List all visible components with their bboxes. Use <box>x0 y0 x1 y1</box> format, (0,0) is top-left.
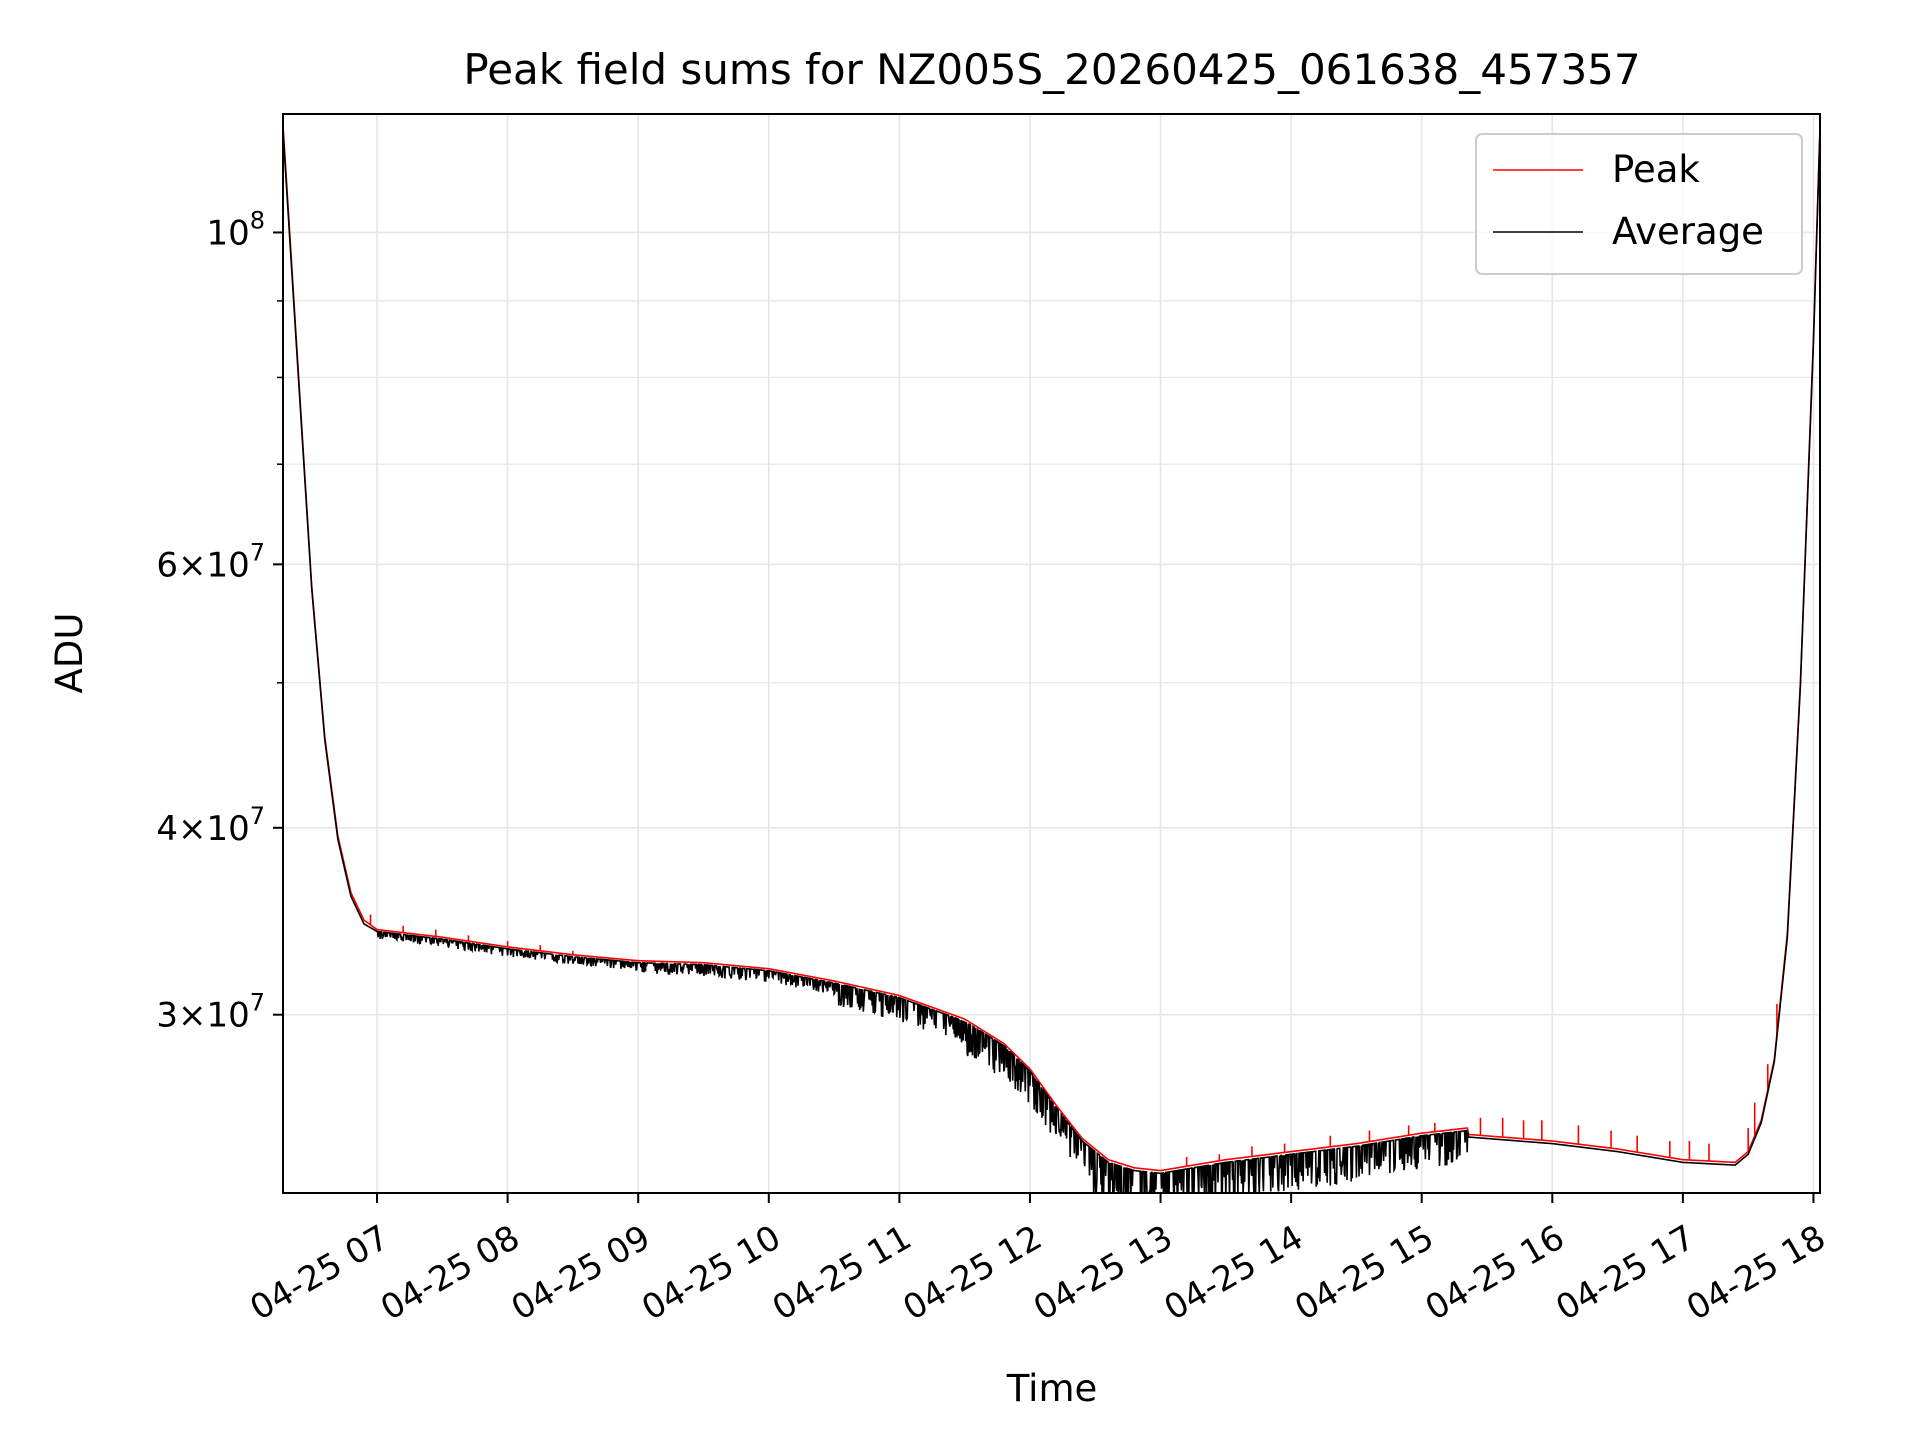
y-axis-label: ADU <box>48 613 91 694</box>
y-tick-exponent: 7 <box>250 538 265 566</box>
y-tick-base: 10 <box>206 996 249 1036</box>
y-tick-base: 10 <box>206 545 249 585</box>
peak-series-line <box>283 124 1820 1172</box>
y-tick-mantissa: 4 <box>156 809 178 849</box>
y-tick-times: × <box>178 809 207 849</box>
y-tick-mantissa: 3 <box>156 996 178 1036</box>
y-tick-times: × <box>178 996 207 1036</box>
y-tick-times: × <box>178 545 207 585</box>
y-tick-label: 6×107 <box>156 538 265 585</box>
x-axis-label: Time <box>1006 1367 1098 1410</box>
chart-title: Peak field sums for NZ005S_20260425_0616… <box>463 45 1640 94</box>
y-tick-label: 108 <box>206 206 265 253</box>
y-tick-label: 4×107 <box>156 802 265 849</box>
y-tick-mantissa: 6 <box>156 545 178 585</box>
legend-box <box>1475 133 1803 275</box>
y-tick-exponent: 7 <box>250 802 265 830</box>
legend: Peak Average <box>1475 133 1803 275</box>
legend-peak-label: Peak <box>1612 148 1700 191</box>
series-layer <box>283 124 1820 1193</box>
y-tick-base: 10 <box>206 809 249 849</box>
y-tick-exponent: 7 <box>250 989 265 1017</box>
y-tick-base: 10 <box>206 213 249 253</box>
grid <box>283 114 1820 1193</box>
legend-average-label: Average <box>1612 210 1764 253</box>
y-tick-exponent: 8 <box>250 206 265 234</box>
plot-frame <box>282 113 1821 1194</box>
average-series-line <box>283 130 1820 1193</box>
y-tick-label: 3×107 <box>156 989 265 1036</box>
